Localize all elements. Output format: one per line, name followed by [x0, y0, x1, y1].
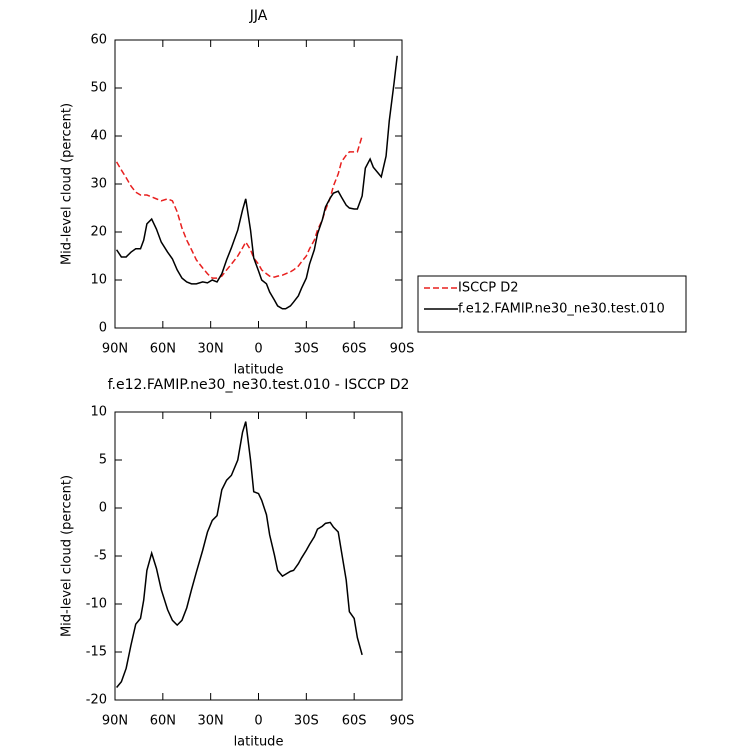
- x-tick-label: 60N: [150, 714, 176, 729]
- y-tick-label: 30: [90, 177, 107, 192]
- x-tick-label: 60S: [342, 714, 367, 729]
- y-tick-label: 20: [90, 225, 107, 240]
- chart-title: f.e12.FAMIP.ne30_ne30.test.010 - ISCCP D…: [108, 377, 410, 393]
- x-tick-label: 90N: [102, 714, 128, 729]
- y-tick-label: -5: [94, 549, 107, 564]
- y-tick-label: -20: [86, 693, 107, 708]
- x-tick-label: 30N: [198, 714, 224, 729]
- x-tick-label: 90N: [102, 342, 128, 357]
- data-line: [116, 421, 363, 688]
- plot-frame: [114, 411, 403, 701]
- x-axis-label: latitude: [234, 735, 284, 750]
- x-tick-label: 60S: [342, 342, 367, 357]
- x-tick-label: 0: [254, 714, 262, 729]
- y-tick-label: 10: [90, 273, 107, 288]
- y-tick-label: -15: [86, 645, 107, 660]
- y-tick-label: 0: [99, 321, 107, 336]
- x-tick-label: 30S: [294, 714, 319, 729]
- y-axis-label: Mid-level cloud (percent): [60, 103, 75, 265]
- plot-frame: [114, 39, 403, 329]
- y-axis-label: Mid-level cloud (percent): [60, 475, 75, 637]
- legend-box: [417, 275, 687, 333]
- x-tick-label: 30N: [198, 342, 224, 357]
- x-tick-label: 0: [254, 342, 262, 357]
- y-tick-label: 60: [90, 33, 107, 48]
- data-line: [115, 55, 398, 310]
- y-tick-label: 0: [99, 501, 107, 516]
- legend-label: ISCCP D2: [458, 281, 519, 296]
- x-axis-label: latitude: [234, 363, 284, 378]
- data-line: [115, 135, 363, 279]
- y-tick-label: 10: [90, 405, 107, 420]
- x-tick-label: 30S: [294, 342, 319, 357]
- x-tick-label: 90S: [390, 342, 415, 357]
- y-tick-label: 50: [90, 81, 107, 96]
- x-tick-label: 90S: [390, 714, 415, 729]
- legend-label: f.e12.FAMIP.ne30_ne30.test.010: [458, 302, 665, 317]
- chart-title: JJA: [249, 8, 268, 24]
- y-tick-label: 5: [99, 453, 107, 468]
- y-tick-label: -10: [86, 597, 107, 612]
- x-tick-label: 60N: [150, 342, 176, 357]
- y-tick-label: 40: [90, 129, 107, 144]
